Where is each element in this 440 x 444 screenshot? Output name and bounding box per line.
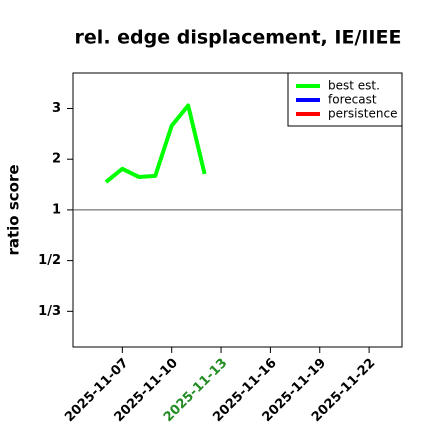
y-tick-label: 1/2: [38, 253, 61, 268]
legend-label: forecast: [328, 93, 377, 107]
series-line: [104, 103, 207, 184]
y-tick-label: 2: [52, 152, 61, 167]
legend-label: persistence: [328, 107, 397, 121]
chart-title: rel. edge displacement, IE/IIEE: [75, 27, 402, 49]
y-tick-label: 1/3: [38, 304, 61, 319]
y-axis-label: ratio score: [5, 164, 23, 255]
y-tick-label: 1: [52, 202, 61, 217]
legend-label: best est.: [328, 79, 380, 93]
y-tick-label: 3: [52, 101, 61, 116]
